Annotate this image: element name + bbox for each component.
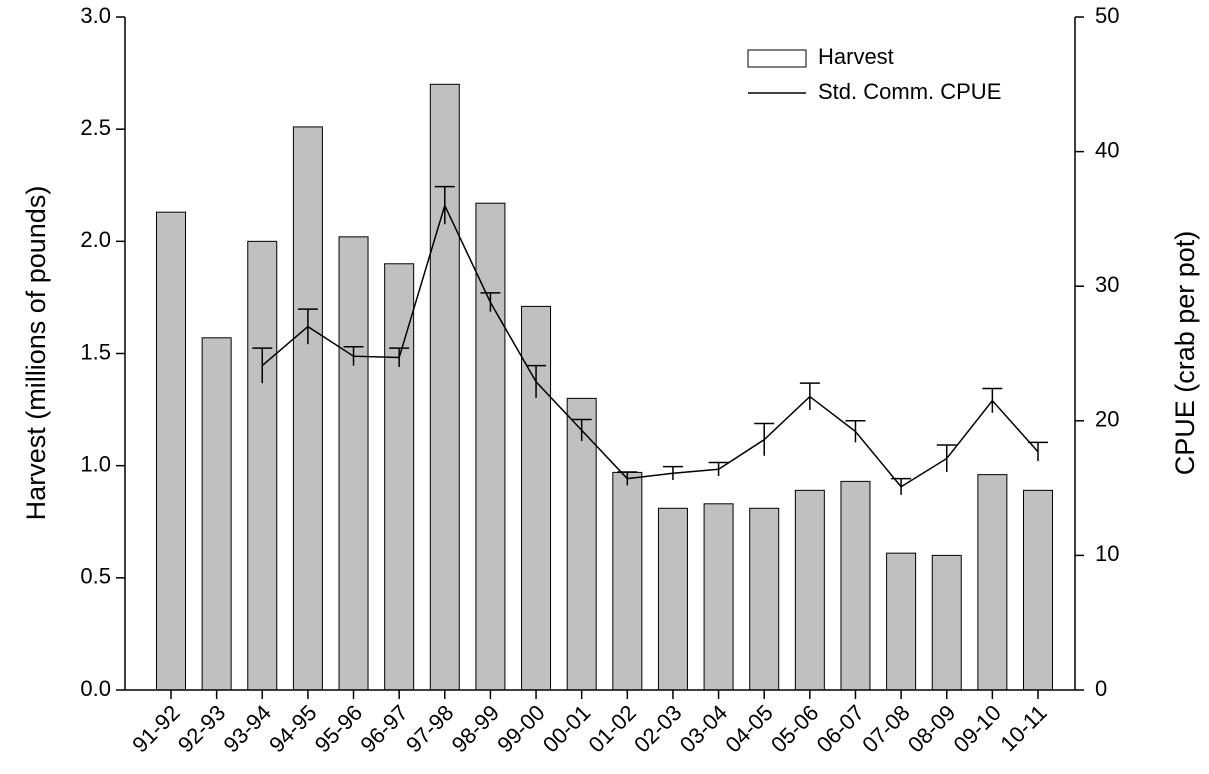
y-tick-label: 3.0 <box>80 3 111 28</box>
y2-tick-label: 0 <box>1095 676 1107 701</box>
error-bar <box>662 465 683 481</box>
error-bar <box>252 347 273 384</box>
y2-tick-label: 20 <box>1095 407 1119 432</box>
x-tick-label: 93-94 <box>218 700 275 757</box>
x-tick-label: 98-99 <box>447 700 504 757</box>
error-bar <box>891 477 912 495</box>
error-bar <box>297 308 318 345</box>
y2-tick-label: 10 <box>1095 541 1119 566</box>
error-bar <box>1028 441 1048 462</box>
x-tick-label: 06-07 <box>812 700 869 757</box>
x-tick-label: 96-97 <box>355 700 412 757</box>
bar <box>384 263 415 691</box>
error-bar <box>389 347 410 367</box>
x-tick-label: 95-96 <box>310 700 367 757</box>
bar <box>977 474 1008 691</box>
x-tick-label: 91-92 <box>127 700 184 757</box>
error-bar <box>982 387 1003 413</box>
bar <box>429 83 460 691</box>
y-axis-title: Harvest (millions of pounds) <box>21 186 51 521</box>
error-bar <box>754 422 775 456</box>
bar <box>931 554 962 691</box>
x-tick-label: 92-93 <box>173 700 230 757</box>
x-tick-label: 10-11 <box>995 700 1051 756</box>
y2-axis-title: CPUE (crab per pot) <box>1170 231 1200 476</box>
x-tick-label: 07-08 <box>857 700 914 757</box>
error-bar <box>343 346 364 366</box>
x-tick-label: 99-00 <box>492 700 549 757</box>
y2-tick-label: 50 <box>1095 3 1119 28</box>
error-bar <box>617 471 638 486</box>
y2-tick-label: 40 <box>1095 137 1119 162</box>
line <box>261 203 1039 488</box>
bar <box>703 503 734 691</box>
error-bar <box>526 364 547 398</box>
bar <box>612 471 643 691</box>
bar <box>475 202 506 691</box>
y-tick-label: 1.0 <box>80 451 111 476</box>
y-tick-label: 0.5 <box>80 564 111 589</box>
y-tick-label: 1.5 <box>80 339 111 364</box>
x-tick-label: 00-01 <box>538 700 595 757</box>
error-bar <box>845 420 866 443</box>
x-tick-label: 94-95 <box>264 700 321 757</box>
bar <box>840 480 871 691</box>
error-bar <box>571 418 592 441</box>
y-tick-label: 0.0 <box>80 676 111 701</box>
error-bar <box>434 185 455 225</box>
bar <box>292 126 323 691</box>
bar <box>794 489 825 691</box>
x-tick-label: 97-98 <box>401 700 458 757</box>
error-bar <box>799 382 820 411</box>
x-tick-label: 04-05 <box>720 700 777 757</box>
bar <box>338 236 369 691</box>
legend-swatch <box>747 49 807 68</box>
x-tick-label: 02-03 <box>629 700 686 757</box>
legend-label: Harvest <box>818 44 894 69</box>
bar <box>886 552 917 691</box>
x-tick-label: 05-06 <box>766 700 823 757</box>
bar <box>657 507 688 691</box>
legend-label: Std. Comm. CPUE <box>818 79 1001 104</box>
x-tick-label: 09-10 <box>949 700 1006 757</box>
bar <box>156 211 186 691</box>
bar <box>247 240 278 691</box>
bar <box>749 507 780 691</box>
x-tick-label: 08-09 <box>903 700 960 757</box>
bar <box>201 337 232 691</box>
y-tick-label: 2.0 <box>80 227 111 252</box>
bar <box>1023 489 1053 691</box>
x-tick-label: 01-02 <box>583 700 640 757</box>
bar <box>566 397 597 691</box>
x-tick-label: 03-04 <box>675 700 732 757</box>
error-bar <box>480 292 501 312</box>
error-bar <box>936 444 957 472</box>
error-bar <box>708 461 729 476</box>
y-tick-label: 2.5 <box>80 115 111 140</box>
y2-tick-label: 30 <box>1095 272 1119 297</box>
